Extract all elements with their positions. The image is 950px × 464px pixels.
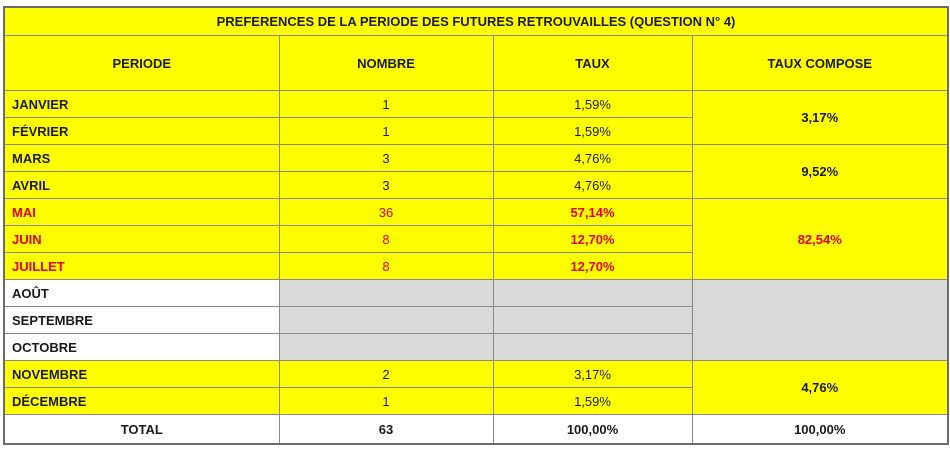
row-nombre-avril: 3 [278, 171, 494, 199]
row-label-octobre: OCTOBRE [3, 333, 280, 361]
composite-aug-oct [691, 279, 949, 361]
row-taux-janvier: 1,59% [492, 90, 693, 118]
table-title: PREFERENCES DE LA PERIODE DES FUTURES RE… [3, 6, 949, 36]
row-label-mai: MAI [3, 198, 280, 226]
row-nombre-novembre: 2 [278, 360, 494, 388]
row-taux-fevrier: 1,59% [492, 117, 693, 145]
row-label-mars: MARS [3, 144, 280, 172]
row-taux-juillet: 12,70% [492, 252, 693, 280]
row-taux-octobre [492, 333, 693, 361]
composite-jan-feb: 3,17% [691, 90, 949, 145]
row-taux-decembre: 1,59% [492, 387, 693, 415]
total-nombre: 63 [278, 414, 494, 445]
row-label-janvier: JANVIER [3, 90, 280, 118]
row-label-juillet: JUILLET [3, 252, 280, 280]
row-taux-novembre: 3,17% [492, 360, 693, 388]
header-periode: PERIODE [3, 35, 280, 91]
row-taux-juin: 12,70% [492, 225, 693, 253]
header-taux: TAUX [492, 35, 693, 91]
row-label-fevrier: FÉVRIER [3, 117, 280, 145]
row-nombre-juillet: 8 [278, 252, 494, 280]
row-taux-avril: 4,76% [492, 171, 693, 199]
composite-nov-dec: 4,76% [691, 360, 949, 415]
total-taux-compose: 100,00% [691, 414, 949, 445]
row-nombre-octobre [278, 333, 494, 361]
composite-mar-apr: 9,52% [691, 144, 949, 199]
row-nombre-janvier: 1 [278, 90, 494, 118]
row-nombre-septembre [278, 306, 494, 334]
row-taux-mai: 57,14% [492, 198, 693, 226]
row-taux-mars: 4,76% [492, 144, 693, 172]
row-nombre-mai: 36 [278, 198, 494, 226]
row-label-septembre: SEPTEMBRE [3, 306, 280, 334]
row-label-aout: AOÛT [3, 279, 280, 307]
row-label-avril: AVRIL [3, 171, 280, 199]
composite-may-jul: 82,54% [691, 198, 949, 280]
preferences-table-container: PREFERENCES DE LA PERIODE DES FUTURES RE… [3, 6, 949, 445]
row-nombre-juin: 8 [278, 225, 494, 253]
row-label-juin: JUIN [3, 225, 280, 253]
header-taux-compose: TAUX COMPOSE [691, 35, 949, 91]
preferences-table: PREFERENCES DE LA PERIODE DES FUTURES RE… [3, 6, 949, 445]
row-label-novembre: NOVEMBRE [3, 360, 280, 388]
row-taux-septembre [492, 306, 693, 334]
total-taux: 100,00% [492, 414, 693, 445]
row-nombre-fevrier: 1 [278, 117, 494, 145]
row-taux-aout [492, 279, 693, 307]
total-label: TOTAL [3, 414, 280, 445]
row-label-decembre: DÉCEMBRE [3, 387, 280, 415]
row-nombre-decembre: 1 [278, 387, 494, 415]
row-nombre-aout [278, 279, 494, 307]
header-nombre: NOMBRE [278, 35, 494, 91]
row-nombre-mars: 3 [278, 144, 494, 172]
